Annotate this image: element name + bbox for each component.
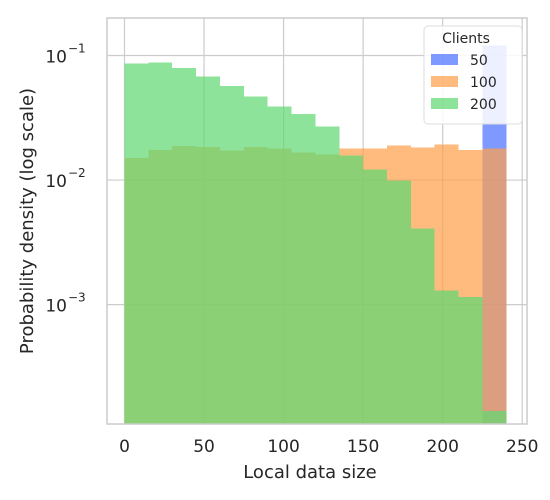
histogram-bar (410, 228, 435, 424)
histogram-bar (387, 180, 411, 424)
y-tick-label: 10 −1 (45, 41, 85, 67)
histogram-bar (363, 169, 387, 424)
histogram-bar (243, 96, 268, 424)
histogram-bar (148, 62, 173, 424)
x-tick-label: 50 (193, 437, 215, 457)
histogram-bar (219, 85, 244, 424)
histogram-bar (267, 106, 292, 425)
y-tick-base: 10 (45, 47, 67, 67)
histogram-bar (196, 76, 220, 424)
legend-swatch (431, 76, 458, 87)
x-tick-label: 250 (506, 437, 538, 457)
histogram-bar (315, 126, 340, 424)
legend-entry-100: 100 (431, 75, 497, 91)
legend-label: 50 (470, 53, 488, 69)
legend-swatch (431, 98, 458, 109)
histogram-bar (124, 63, 149, 425)
histogram-bar (291, 113, 316, 424)
y-axis-label: Probability density (log scale) (17, 88, 38, 354)
x-tick-label: 100 (267, 437, 299, 457)
legend-label: 200 (470, 97, 497, 113)
y-tick-labels: 10−310−210−1 (45, 41, 85, 316)
x-tick-labels: 0 50 100 150 200 250 (119, 437, 538, 457)
y-tick-label: 10 −2 (45, 166, 85, 192)
y-tick-exponent: −1 (68, 41, 86, 55)
legend-title: Clients (442, 31, 490, 47)
legend-entry-200: 200 (431, 97, 497, 113)
y-tick-base: 10 (45, 297, 67, 317)
histogram-bar (458, 297, 483, 424)
legend: Clients 50 100 200 (423, 25, 523, 125)
legend-entry-50: 50 (431, 53, 488, 69)
x-tick-label: 0 (119, 437, 130, 457)
plot-frame (106, 17, 528, 425)
x-tick-label: 200 (426, 437, 458, 457)
histogram-bar (482, 148, 507, 425)
series-200-bars (124, 62, 507, 425)
y-tick-exponent: −2 (68, 166, 86, 180)
histogram-bar (482, 410, 507, 424)
legend-swatch (431, 54, 458, 65)
y-tick-exponent: −3 (68, 291, 86, 305)
x-tick-label: 150 (347, 437, 379, 457)
histogram-bar (339, 155, 364, 424)
y-tick-label: 10 −3 (45, 291, 85, 317)
histogram-bar (172, 68, 197, 425)
y-tick-base: 10 (45, 172, 67, 192)
histogram-bars (124, 45, 507, 425)
legend-label: 100 (470, 75, 497, 91)
histogram-bar (434, 290, 459, 424)
legend-entries: 50 100 200 (431, 53, 497, 113)
x-axis-label: Local data size (243, 462, 377, 483)
